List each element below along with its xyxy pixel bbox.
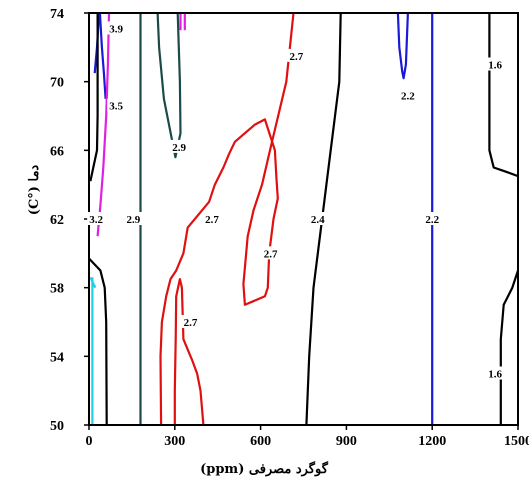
contour-line bbox=[499, 270, 520, 425]
contour-label-bg bbox=[107, 98, 126, 112]
contour-label: 2.2 bbox=[425, 214, 439, 226]
contour-label: 3.5 bbox=[109, 101, 123, 113]
y-tick-label: 62 bbox=[50, 213, 64, 228]
contour-label: 2.9 bbox=[172, 142, 186, 154]
contour-line bbox=[89, 276, 97, 289]
y-tick-label: 58 bbox=[50, 282, 64, 297]
x-tick-label: 1500 bbox=[504, 434, 529, 449]
plot-frame bbox=[88, 12, 519, 426]
contour-line bbox=[89, 13, 99, 182]
y-tick-label: 66 bbox=[50, 144, 64, 159]
contour-label-bg bbox=[181, 315, 200, 328]
contour-label-bg bbox=[486, 366, 505, 380]
contour-label-bg bbox=[107, 21, 126, 35]
contour-label: 2.7 bbox=[184, 317, 198, 329]
contour-label: 2.2 bbox=[401, 90, 415, 102]
contour-label: 1.6 bbox=[488, 60, 502, 72]
contour-label: 2.7 bbox=[289, 51, 303, 63]
contour-line bbox=[488, 13, 519, 178]
x-tick-label: 300 bbox=[164, 434, 185, 449]
contour-line bbox=[156, 12, 182, 159]
x-tick-label: 0 bbox=[86, 434, 93, 449]
contour-label-bg bbox=[124, 212, 143, 225]
y-tick-label: 70 bbox=[50, 76, 64, 91]
contour-label-bg bbox=[87, 212, 106, 225]
contour-label-bg bbox=[287, 48, 306, 62]
contour-label: 2.9 bbox=[126, 214, 140, 226]
x-tick-label: 1200 bbox=[418, 434, 446, 449]
contour-line bbox=[88, 257, 108, 426]
contour-label-bg bbox=[398, 88, 417, 102]
y-axis-title: دما (°C) bbox=[27, 165, 42, 216]
y-tick-label: 74 bbox=[50, 7, 64, 22]
y-axis-ticks: 50 54 58 62 66 70 74 bbox=[50, 7, 89, 434]
contour-label: 2.7 bbox=[205, 214, 219, 226]
contour-label: 3.2 bbox=[89, 214, 103, 226]
contour-label-bg bbox=[423, 212, 442, 225]
x-tick-label: 900 bbox=[336, 434, 357, 449]
contour-label: 2.4 bbox=[311, 214, 325, 226]
contour-line bbox=[173, 278, 205, 426]
x-tick-label: 600 bbox=[250, 434, 271, 449]
y-tick-label: 54 bbox=[50, 350, 64, 365]
contour-label: 1.6 bbox=[488, 369, 502, 381]
x-axis-title: گوگرد مصرفی (ppm) bbox=[200, 460, 329, 477]
contour-label-bg bbox=[308, 212, 327, 225]
contour-label: 3.9 bbox=[109, 23, 123, 35]
contour-label-bg bbox=[170, 139, 189, 153]
y-tick-label: 50 bbox=[50, 419, 64, 434]
contour-line bbox=[159, 12, 295, 426]
contour-line bbox=[396, 12, 409, 80]
contour-label-bg bbox=[261, 246, 280, 260]
contour-label: 2.7 bbox=[264, 248, 278, 260]
contour-lines bbox=[88, 12, 520, 426]
contour-labels: 3.9 3.5 3.2 2.9 2.9 2.7 2.7 2.7 2.7 2.4 2.2 2.2 1.6 1… bbox=[87, 21, 505, 381]
x-axis-ticks: 0 300 600 900 1200 1500 bbox=[86, 425, 529, 449]
contour-label-bg bbox=[486, 57, 505, 71]
contour-line bbox=[96, 12, 111, 237]
contour-line bbox=[98, 12, 107, 99]
contour-label-bg bbox=[202, 212, 221, 225]
